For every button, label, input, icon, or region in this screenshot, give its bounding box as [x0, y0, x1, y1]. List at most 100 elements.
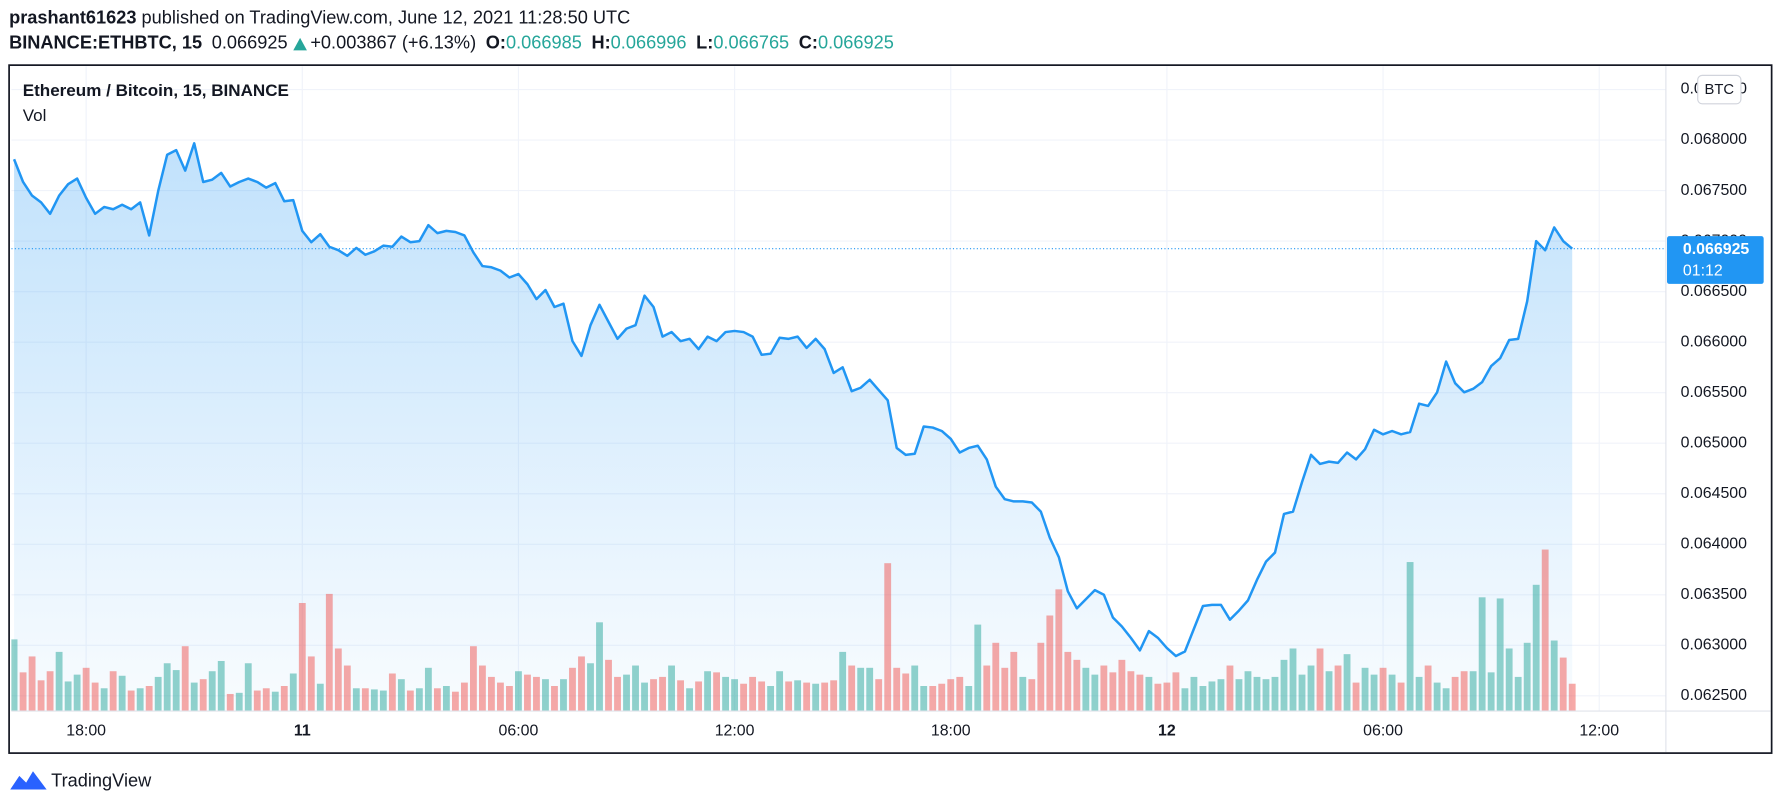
volume-bar	[469, 646, 477, 712]
up-arrow-icon	[293, 37, 307, 51]
x-tick-label: 12:00	[1579, 723, 1619, 740]
volume-bar	[1271, 676, 1279, 712]
volume-bar	[28, 656, 36, 712]
volume-bar	[911, 665, 919, 712]
volume-bar	[857, 667, 865, 712]
volume-bar	[821, 682, 829, 712]
volume-bar	[947, 679, 955, 712]
volume-bar	[1415, 676, 1423, 712]
volume-bar	[713, 672, 720, 712]
change: +0.003867 (+6.13%)	[310, 32, 476, 52]
volume-bar	[1055, 589, 1063, 712]
x-tick-label: 18:00	[931, 723, 971, 740]
volume-bar	[109, 671, 117, 712]
volume-bar	[722, 676, 730, 712]
volume-bar	[479, 665, 486, 712]
chart-title: Ethereum / Bitcoin, 15, BINANCE	[23, 81, 289, 100]
volume-bar	[1028, 679, 1036, 712]
currency-badge: BTC	[1697, 74, 1742, 105]
x-tick-label: 18:00	[66, 723, 106, 740]
volume-bar	[190, 682, 198, 712]
volume-bar	[217, 660, 225, 712]
ohlc-label: O:	[486, 32, 506, 52]
volume-bar	[424, 667, 432, 712]
x-tick-label: 11	[294, 723, 311, 740]
volume-bar	[1352, 682, 1360, 712]
symbol: BINANCE:ETHBTC, 15	[9, 32, 202, 52]
x-tick-label: 06:00	[499, 723, 539, 740]
y-tick-label: 0.064000	[1681, 535, 1747, 552]
volume-bar	[1172, 672, 1180, 712]
volume-bar	[1361, 667, 1369, 712]
volume-bar	[731, 679, 739, 712]
symbol-line: BINANCE:ETHBTC, 15 0.066925	[9, 32, 287, 52]
volume-bar	[920, 686, 928, 712]
volume-bar	[415, 688, 423, 712]
volume-bar	[1559, 657, 1567, 712]
volume-bar	[938, 683, 946, 712]
volume-bar	[100, 688, 108, 712]
volume-bar	[1100, 665, 1108, 712]
volume-bar	[1091, 674, 1099, 712]
volume-bar	[316, 683, 324, 712]
volume-bar	[1550, 640, 1558, 712]
volume-bar	[460, 682, 468, 712]
volume-bar	[1343, 654, 1351, 712]
volume-bar	[1037, 642, 1045, 712]
x-tick-label: 12	[1158, 723, 1176, 740]
volume-bar	[1289, 648, 1297, 712]
volume-bar	[307, 656, 315, 712]
volume-bar	[433, 688, 441, 712]
volume-bar	[785, 681, 793, 712]
x-tick-label: 12:00	[715, 723, 755, 740]
volume-bar	[19, 672, 27, 712]
volume-bar	[1226, 665, 1234, 712]
area-fill	[14, 143, 1573, 712]
volume-bar	[325, 593, 333, 712]
volume-legend: Vol	[23, 106, 47, 125]
volume-bar	[11, 639, 18, 712]
change-line: +0.003867 (+6.13%) O:0.066985 H:0.066996…	[310, 32, 894, 52]
volume-bar	[118, 675, 126, 712]
volume-bar	[794, 680, 802, 712]
volume-bar	[677, 680, 684, 712]
volume-bar	[397, 679, 405, 712]
volume-bar	[127, 690, 135, 712]
volume-bar	[668, 665, 675, 712]
last-price-label: 0.066925	[1683, 241, 1749, 258]
volume-bar	[46, 671, 54, 712]
volume-bar	[370, 689, 378, 712]
last: 0.066925	[212, 32, 288, 52]
y-tick-label: 0.066000	[1681, 333, 1747, 350]
volume-bar	[1154, 683, 1162, 712]
volume-bar	[956, 676, 964, 712]
volume-bar	[1451, 676, 1459, 712]
volume-bar	[1523, 642, 1531, 712]
volume-bar	[172, 670, 180, 712]
volume-bar	[929, 686, 937, 712]
y-tick-label: 0.068000	[1681, 131, 1747, 148]
countdown-label: 01:12	[1683, 263, 1723, 280]
volume-bar	[497, 682, 504, 712]
volume-bar	[64, 681, 72, 712]
volume-bar	[1082, 667, 1090, 712]
volume-bar	[1505, 648, 1513, 712]
ohlc-label: L:	[696, 32, 713, 52]
volume-bar	[1307, 665, 1315, 712]
volume-bar	[1370, 674, 1378, 712]
y-tick-label: 0.062500	[1681, 687, 1747, 704]
badge-box	[1697, 74, 1742, 105]
volume-bar	[524, 674, 531, 712]
volume-bar	[1199, 686, 1207, 712]
volume-bar	[37, 680, 45, 712]
volume-bar	[1334, 665, 1342, 712]
volume-bar	[1406, 562, 1414, 712]
logo	[10, 771, 47, 790]
volume-bar	[1073, 659, 1081, 712]
y-tick-label: 0.063500	[1681, 586, 1747, 603]
volume-bar	[560, 679, 567, 712]
volume-bar	[758, 681, 766, 712]
volume-bar	[1496, 598, 1504, 712]
volume-bar	[253, 690, 261, 712]
volume-bar	[1568, 683, 1576, 712]
